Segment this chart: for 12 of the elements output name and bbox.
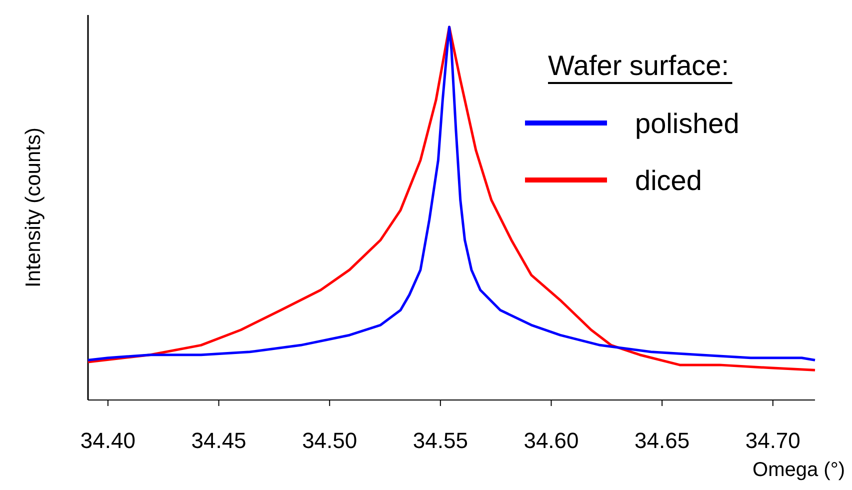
x-tick-label: 34.40 — [80, 428, 136, 453]
x-axis-title: Omega (°) — [752, 459, 845, 481]
legend-label: polished — [635, 108, 740, 139]
x-tick-label: 34.45 — [191, 428, 246, 453]
x-tick-label: 34.50 — [302, 428, 358, 453]
x-tick-label: 34.55 — [412, 428, 468, 453]
x-tick-label: 34.70 — [745, 428, 800, 453]
x-tick-label: 34.65 — [634, 428, 690, 453]
x-tick-label: 34.60 — [524, 428, 579, 453]
legend-label: diced — [635, 165, 702, 196]
y-axis-title: Intensity (counts) — [22, 128, 45, 288]
legend-title: Wafer surface: — [548, 50, 730, 81]
